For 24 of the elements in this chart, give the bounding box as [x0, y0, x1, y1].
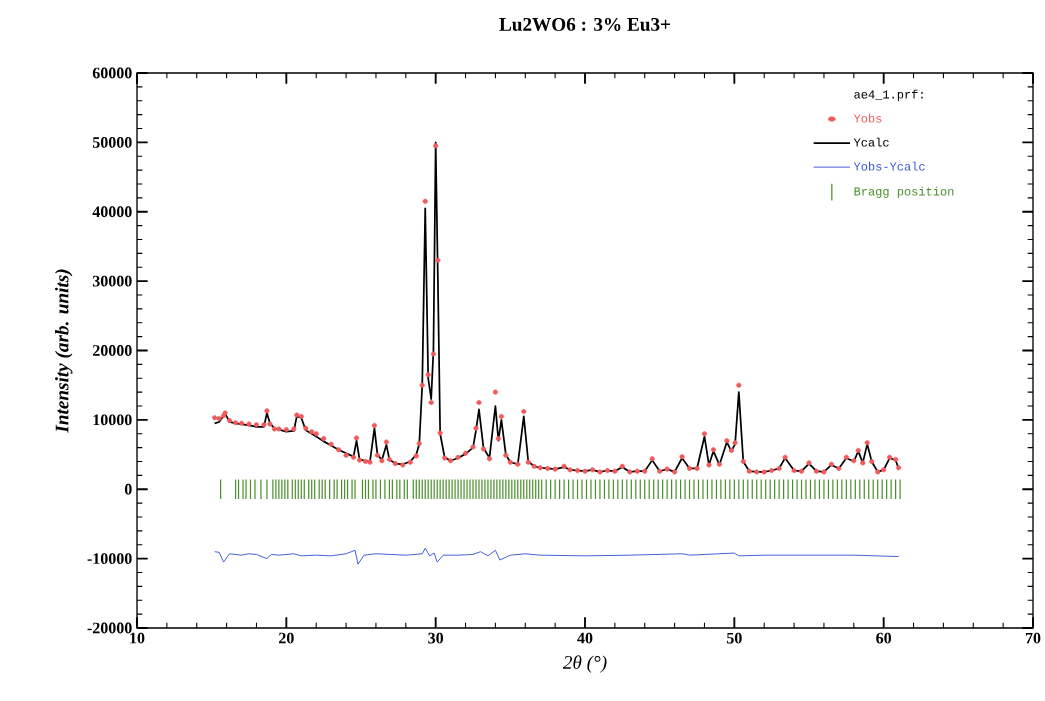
legend-label: Bragg position — [854, 186, 954, 198]
chart-title: Lu2WO6 : 3% Eu3+ — [499, 17, 671, 31]
y-tick-label: 40000 — [92, 206, 132, 218]
y-tick-label: 60000 — [92, 67, 132, 79]
x-axis-title: 2θ (°) — [562, 655, 607, 673]
legend-title: ae4_1.prf: — [854, 89, 923, 101]
x-tick-label: 10 — [130, 632, 145, 644]
legend-label: Ycalc — [853, 137, 889, 147]
x-tick-label: 20 — [279, 632, 294, 644]
x-tick-label: 70 — [1025, 632, 1041, 644]
y-tick-label: -10000 — [87, 553, 132, 565]
legend-label: Yobs — [853, 113, 882, 123]
x-tick-label: 40 — [577, 632, 593, 644]
y-axis-title: Intensity (arb. units) — [55, 269, 73, 433]
y-tick-label: 10000 — [93, 414, 132, 426]
y-tick-label: 0 — [124, 483, 132, 495]
x-tick-label: 50 — [726, 632, 742, 644]
y-tick-label: -20000 — [87, 622, 132, 634]
y-tick-label: 20000 — [92, 345, 132, 356]
y-tick-label: 30000 — [92, 275, 132, 287]
legend-label: Yobs-Ycalc — [853, 161, 925, 171]
x-tick-label: 30 — [428, 632, 444, 644]
x-tick-label: 60 — [876, 632, 892, 644]
y-tick-label: 50000 — [92, 136, 132, 148]
